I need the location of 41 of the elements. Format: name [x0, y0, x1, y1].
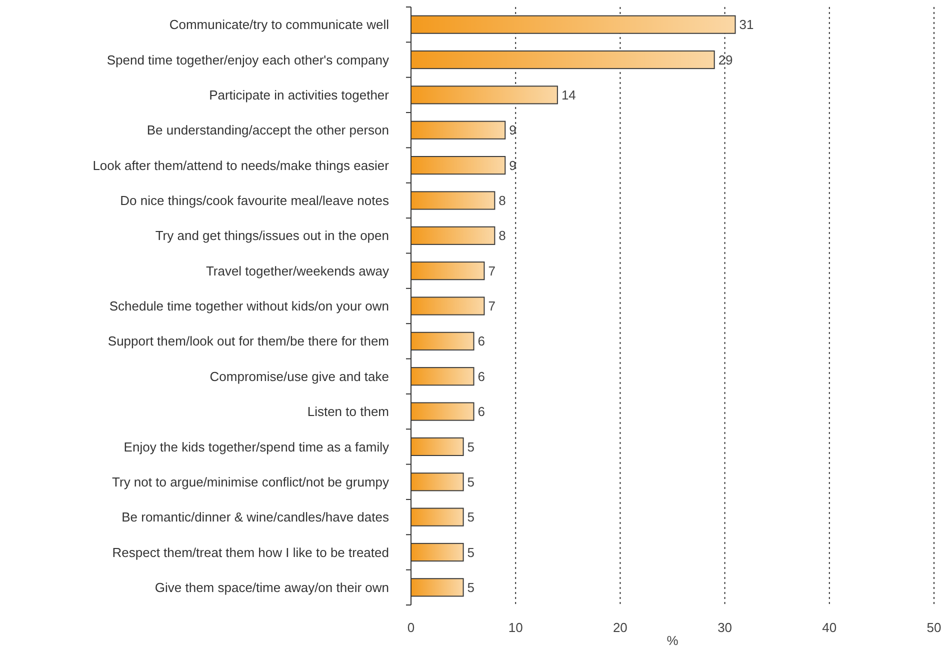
data-label: 6 [478, 404, 485, 420]
data-label: 8 [498, 228, 506, 244]
y-tick-label: Do nice things/cook favourite meal/leave notes [120, 193, 390, 208]
y-tick-label: Look after them/attend to needs/make things easier [92, 158, 390, 173]
y-tick-label: Try not to argue/minimise conflict/not be grumpy [112, 474, 390, 490]
x-tick-label: 20 [612, 620, 628, 635]
y-tick-label: Enjoy the kids together/spend time as a family [124, 439, 390, 454]
data-label: 9 [509, 158, 516, 173]
data-label: 5 [467, 580, 475, 595]
data-label: 31 [739, 17, 754, 32]
y-tick-label: Schedule time together without kids/on your own [109, 298, 389, 314]
y-tick-label: Communicate/try to communicate well [169, 17, 390, 32]
data-label: 5 [467, 544, 475, 560]
y-tick-label: Be understanding/accept the other person [146, 122, 389, 138]
data-label: 7 [488, 298, 496, 314]
y-tick-label: Support them/look out for them/be there for them [108, 334, 389, 349]
y-tick-label: Respect them/treat them how I like to be treated [112, 544, 389, 560]
data-label: 29 [718, 52, 733, 68]
data-label: 14 [561, 87, 576, 102]
data-label: 7 [488, 263, 496, 278]
data-label: 5 [467, 439, 475, 454]
y-tick-label: Try and get things/issues out in the open [155, 228, 389, 244]
y-tick-label: Spend time together/enjoy each other's company [106, 52, 390, 68]
x-tick-label: 10 [508, 620, 523, 635]
data-label: 8 [498, 193, 506, 208]
x-tick-label: 0 [407, 620, 415, 635]
y-tick-label: Participate in activities together [209, 87, 390, 102]
y-tick-label: Give them space/time away/on their own [154, 580, 389, 595]
data-label: 5 [467, 474, 475, 490]
data-label: 5 [467, 510, 475, 525]
x-tick-label: 40 [822, 620, 837, 635]
y-tick-label: Travel together/weekends away [206, 263, 390, 278]
x-tick-label: 50 [926, 620, 942, 635]
y-tick-label: Be romantic/dinner & wine/candles/have dates [122, 510, 390, 525]
y-tick-label: Compromise/use give and take [210, 368, 389, 384]
data-label: 6 [478, 334, 485, 349]
x-axis-title: % [666, 633, 679, 648]
y-tick-label: Listen to them [307, 404, 389, 420]
data-label: 6 [478, 368, 485, 384]
x-tick-label: 30 [718, 620, 732, 635]
data-label: 9 [509, 122, 516, 138]
